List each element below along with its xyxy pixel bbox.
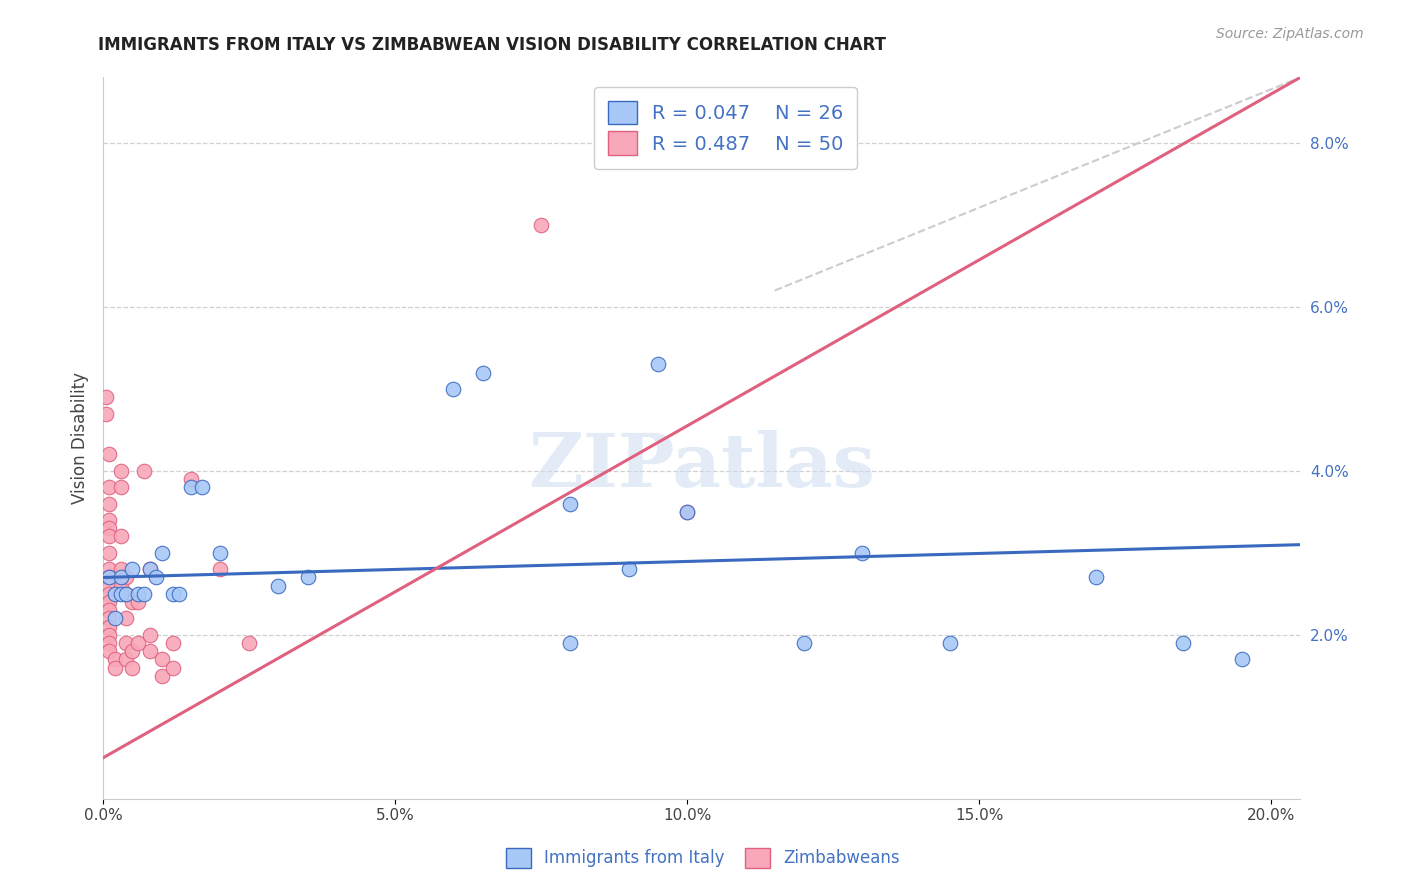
Point bbox=[110, 480, 132, 494]
Point bbox=[94, 407, 117, 421]
Point bbox=[115, 587, 138, 601]
Point bbox=[162, 636, 184, 650]
Legend: R = 0.047    N = 26, R = 0.487    N = 50: R = 0.047 N = 26, R = 0.487 N = 50 bbox=[593, 87, 858, 169]
Point bbox=[132, 464, 155, 478]
Point bbox=[139, 628, 162, 642]
Y-axis label: Vision Disability: Vision Disability bbox=[72, 372, 89, 504]
Point bbox=[939, 636, 962, 650]
Point bbox=[121, 562, 143, 576]
Point bbox=[104, 611, 127, 625]
Point bbox=[793, 636, 815, 650]
Point bbox=[145, 570, 167, 584]
Point bbox=[98, 513, 121, 527]
Point bbox=[150, 652, 173, 666]
Point bbox=[98, 546, 121, 560]
Text: Source: ZipAtlas.com: Source: ZipAtlas.com bbox=[1216, 27, 1364, 41]
Point bbox=[127, 636, 149, 650]
Point bbox=[139, 562, 162, 576]
Point bbox=[132, 587, 155, 601]
Point bbox=[110, 587, 132, 601]
Point bbox=[98, 521, 121, 535]
Point bbox=[115, 587, 138, 601]
Point bbox=[110, 570, 132, 584]
Point bbox=[98, 636, 121, 650]
Point bbox=[1230, 652, 1253, 666]
Point bbox=[676, 505, 699, 519]
Point bbox=[98, 587, 121, 601]
Point bbox=[191, 480, 214, 494]
Point bbox=[104, 660, 127, 674]
Point bbox=[267, 579, 290, 593]
Point bbox=[110, 529, 132, 543]
Point bbox=[1173, 636, 1195, 650]
Point bbox=[98, 570, 121, 584]
Point bbox=[110, 562, 132, 576]
Point bbox=[180, 480, 202, 494]
Point bbox=[98, 603, 121, 617]
Point bbox=[560, 497, 582, 511]
Point bbox=[297, 570, 319, 584]
Point bbox=[676, 505, 699, 519]
Point bbox=[104, 587, 127, 601]
Point bbox=[98, 448, 121, 462]
Point bbox=[94, 390, 117, 404]
Point bbox=[139, 644, 162, 658]
Point bbox=[162, 660, 184, 674]
Point bbox=[851, 546, 873, 560]
Point bbox=[98, 579, 121, 593]
Point bbox=[162, 587, 184, 601]
Point bbox=[1084, 570, 1107, 584]
Text: IMMIGRANTS FROM ITALY VS ZIMBABWEAN VISION DISABILITY CORRELATION CHART: IMMIGRANTS FROM ITALY VS ZIMBABWEAN VISI… bbox=[98, 36, 886, 54]
Point bbox=[110, 579, 132, 593]
Point bbox=[121, 660, 143, 674]
Legend: Immigrants from Italy, Zimbabweans: Immigrants from Italy, Zimbabweans bbox=[499, 841, 907, 875]
Point bbox=[104, 652, 127, 666]
Point bbox=[98, 644, 121, 658]
Point bbox=[98, 570, 121, 584]
Point bbox=[98, 497, 121, 511]
Point bbox=[110, 464, 132, 478]
Point bbox=[98, 611, 121, 625]
Point bbox=[98, 595, 121, 609]
Point bbox=[98, 628, 121, 642]
Point bbox=[121, 595, 143, 609]
Point bbox=[180, 472, 202, 486]
Point bbox=[127, 595, 149, 609]
Point bbox=[443, 382, 465, 396]
Point bbox=[167, 587, 190, 601]
Point bbox=[471, 366, 494, 380]
Point bbox=[121, 644, 143, 658]
Point bbox=[150, 546, 173, 560]
Point bbox=[647, 357, 669, 371]
Point bbox=[98, 619, 121, 633]
Point bbox=[238, 636, 260, 650]
Point bbox=[208, 546, 231, 560]
Point bbox=[139, 562, 162, 576]
Point bbox=[115, 570, 138, 584]
Point bbox=[560, 636, 582, 650]
Text: ZIPatlas: ZIPatlas bbox=[529, 431, 875, 503]
Point bbox=[150, 669, 173, 683]
Point bbox=[530, 218, 553, 232]
Point bbox=[98, 480, 121, 494]
Point bbox=[115, 611, 138, 625]
Point bbox=[617, 562, 640, 576]
Point bbox=[208, 562, 231, 576]
Point bbox=[98, 562, 121, 576]
Point bbox=[127, 587, 149, 601]
Point bbox=[115, 652, 138, 666]
Point bbox=[115, 636, 138, 650]
Point bbox=[98, 529, 121, 543]
